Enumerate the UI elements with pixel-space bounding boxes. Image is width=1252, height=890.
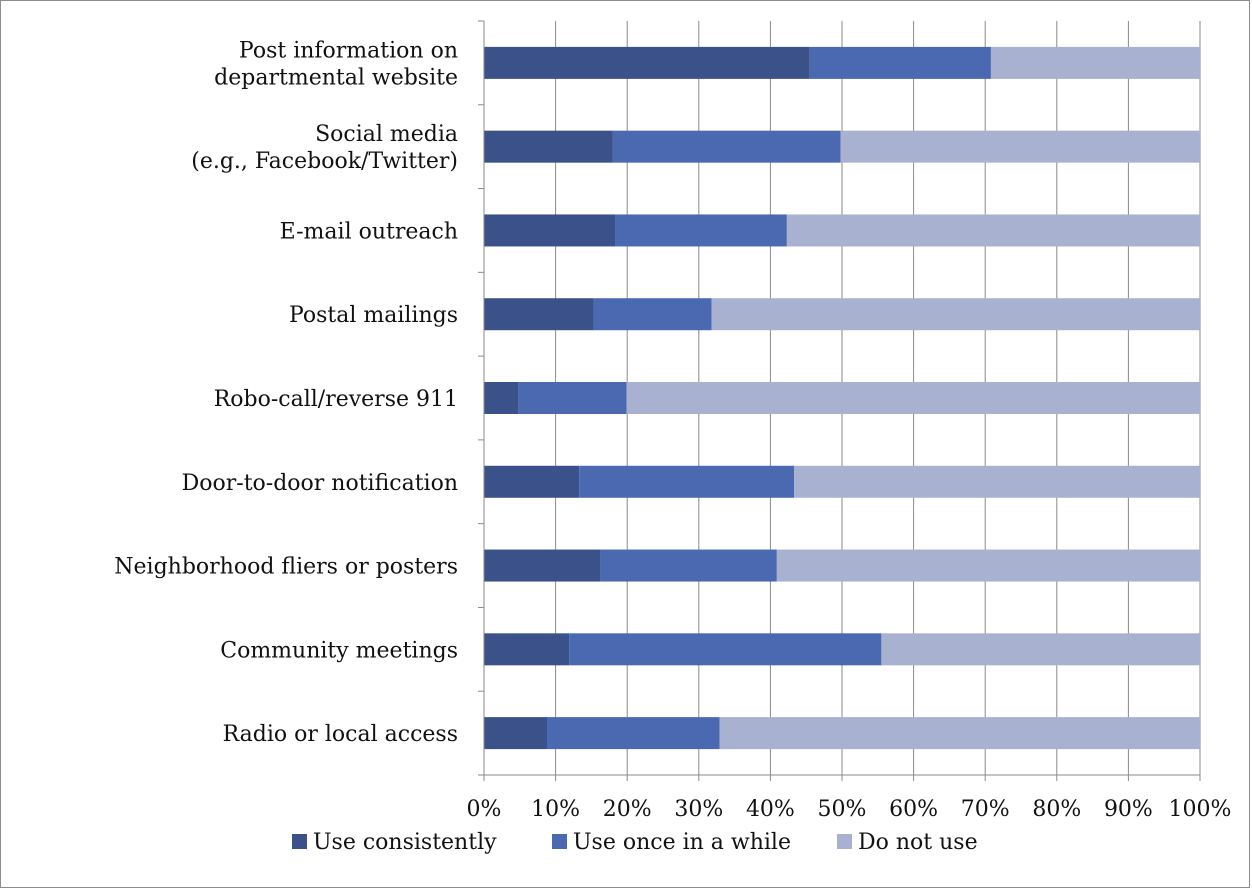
bar-1-1: [484, 46, 810, 79]
x-tick-label: 40%: [746, 797, 795, 822]
category-label: Community meetings: [220, 638, 458, 663]
x-tick-label: 100%: [1169, 797, 1232, 822]
bar-1-8: [484, 633, 570, 666]
bar-2-4: [593, 298, 712, 331]
x-tick-label: 80%: [1032, 797, 1081, 822]
bar-3-7: [776, 549, 1200, 582]
bar-3-8: [881, 633, 1200, 666]
category-label: Door-to-door notification: [182, 471, 458, 496]
bar-1-4: [484, 298, 594, 331]
bar-2-5: [518, 382, 627, 414]
axes: [478, 20, 1201, 781]
category-label: (e.g., Facebook/Twitter): [191, 149, 458, 174]
legend-label-3: Do not use: [858, 830, 978, 855]
bar-3-2: [840, 130, 1200, 163]
legend-swatch-3: [837, 834, 852, 849]
legend-swatch-1: [292, 834, 307, 849]
bar-3-5: [626, 382, 1200, 414]
bar-3-6: [794, 465, 1200, 498]
bar-2-2: [612, 130, 841, 163]
bar-1-7: [484, 549, 601, 582]
bar-1-3: [484, 214, 616, 247]
bar-1-6: [484, 465, 580, 498]
legend-label-2: Use once in a while: [573, 830, 791, 855]
category-label: Post information on: [239, 38, 458, 63]
bar-3-9: [719, 717, 1200, 750]
bar-2-7: [600, 549, 777, 582]
category-label: Robo-call/reverse 911: [214, 387, 458, 412]
x-tick-label: 10%: [531, 797, 580, 822]
x-tick-label: 30%: [674, 797, 723, 822]
x-tick-label: 20%: [603, 797, 652, 822]
legend: Use consistently Use once in a while Do no…: [292, 830, 978, 855]
category-label: E-mail outreach: [280, 219, 458, 244]
category-label: Social media: [315, 122, 458, 147]
category-label: Radio or local access: [223, 722, 458, 747]
x-tick-label: 70%: [961, 797, 1010, 822]
x-tick-label: 60%: [889, 797, 938, 822]
legend-label-1: Use consistently: [313, 830, 497, 855]
bar-2-8: [569, 633, 882, 666]
x-tick-label: 0%: [467, 797, 502, 822]
x-tick-label: 50%: [818, 797, 867, 822]
bar-2-1: [809, 46, 991, 79]
bar-2-9: [547, 717, 720, 750]
legend-swatch-2: [552, 834, 567, 849]
bar-1-2: [484, 130, 613, 163]
bar-2-6: [579, 465, 795, 498]
bar-3-4: [711, 298, 1200, 331]
x-tick-label: 90%: [1104, 797, 1153, 822]
bar-2-3: [615, 214, 787, 247]
bars: [484, 46, 1200, 750]
category-label: Postal mailings: [289, 303, 458, 328]
category-label: departmental website: [214, 65, 458, 90]
bar-3-3: [786, 214, 1200, 247]
category-label: Neighborhood fliers or posters: [114, 555, 458, 580]
x-tick-labels: 0% 10% 20% 30% 40% 50% 60% 70% 80% 90% 100%: [467, 797, 1232, 822]
bar-1-5: [484, 382, 519, 414]
bar-1-9: [484, 717, 548, 750]
bar-3-1: [990, 46, 1200, 79]
